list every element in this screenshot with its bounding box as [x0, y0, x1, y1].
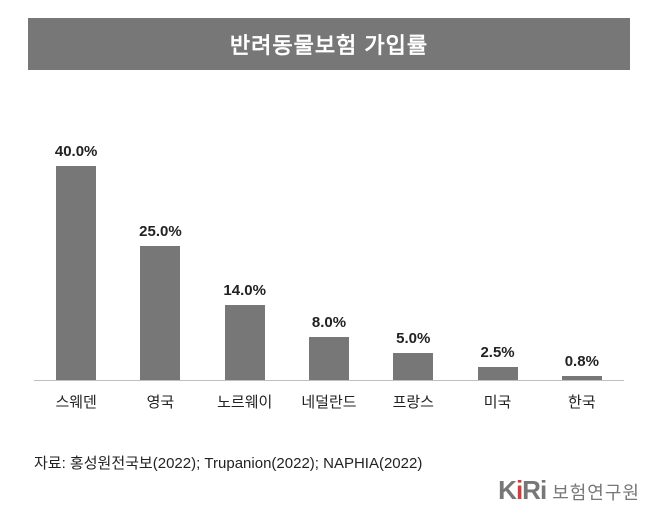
- bar-value-label: 5.0%: [396, 330, 430, 347]
- bar-value-label: 8.0%: [312, 314, 346, 331]
- bar-slot: 5.0%: [371, 140, 455, 380]
- chart-container: 반려동물보험 가입률 40.0% 25.0% 14.0% 8.0% 5.0%: [0, 0, 658, 520]
- category-label: 네덜란드: [287, 391, 371, 412]
- bar-slot: 2.5%: [455, 140, 539, 380]
- source-citation: 자료: 홍성원전국보(2022); Trupanion(2022); NAPHI…: [28, 452, 630, 473]
- category-label: 한국: [540, 391, 624, 412]
- bar-rect: [562, 376, 602, 380]
- category-label: 스웨덴: [34, 391, 118, 412]
- bar-rect: [309, 337, 349, 380]
- plot-area: 40.0% 25.0% 14.0% 8.0% 5.0% 2.5%: [28, 140, 630, 380]
- bars-row: 40.0% 25.0% 14.0% 8.0% 5.0% 2.5%: [28, 140, 630, 380]
- bar-rect: [140, 246, 180, 380]
- category-label: 프랑스: [371, 391, 455, 412]
- bar-slot: 14.0%: [203, 140, 287, 380]
- bar-rect: [56, 166, 96, 380]
- category-label: 영국: [118, 391, 202, 412]
- logo-letter: K: [498, 475, 516, 505]
- logo-brand: KiRi: [498, 475, 546, 506]
- bar-value-label: 25.0%: [139, 223, 182, 240]
- bar-value-label: 40.0%: [55, 143, 98, 160]
- category-label: 미국: [455, 391, 539, 412]
- logo: KiRi 보험연구원: [498, 475, 640, 506]
- bar-rect: [393, 353, 433, 380]
- bar-rect: [225, 305, 265, 380]
- logo-letter: R: [522, 475, 540, 505]
- bar-slot: 40.0%: [34, 140, 118, 380]
- bar-value-label: 14.0%: [223, 282, 266, 299]
- chart-title: 반려동물보험 가입률: [28, 18, 630, 70]
- bar-rect: [478, 367, 518, 380]
- bar-slot: 0.8%: [540, 140, 624, 380]
- bar-value-label: 0.8%: [565, 353, 599, 370]
- category-label: 노르웨이: [203, 391, 287, 412]
- logo-org-name: 보험연구원: [552, 479, 640, 505]
- logo-letter: i: [540, 475, 546, 505]
- bar-slot: 8.0%: [287, 140, 371, 380]
- category-labels-row: 스웨덴 영국 노르웨이 네덜란드 프랑스 미국 한국: [28, 381, 630, 412]
- bar-value-label: 2.5%: [480, 344, 514, 361]
- bar-slot: 25.0%: [118, 140, 202, 380]
